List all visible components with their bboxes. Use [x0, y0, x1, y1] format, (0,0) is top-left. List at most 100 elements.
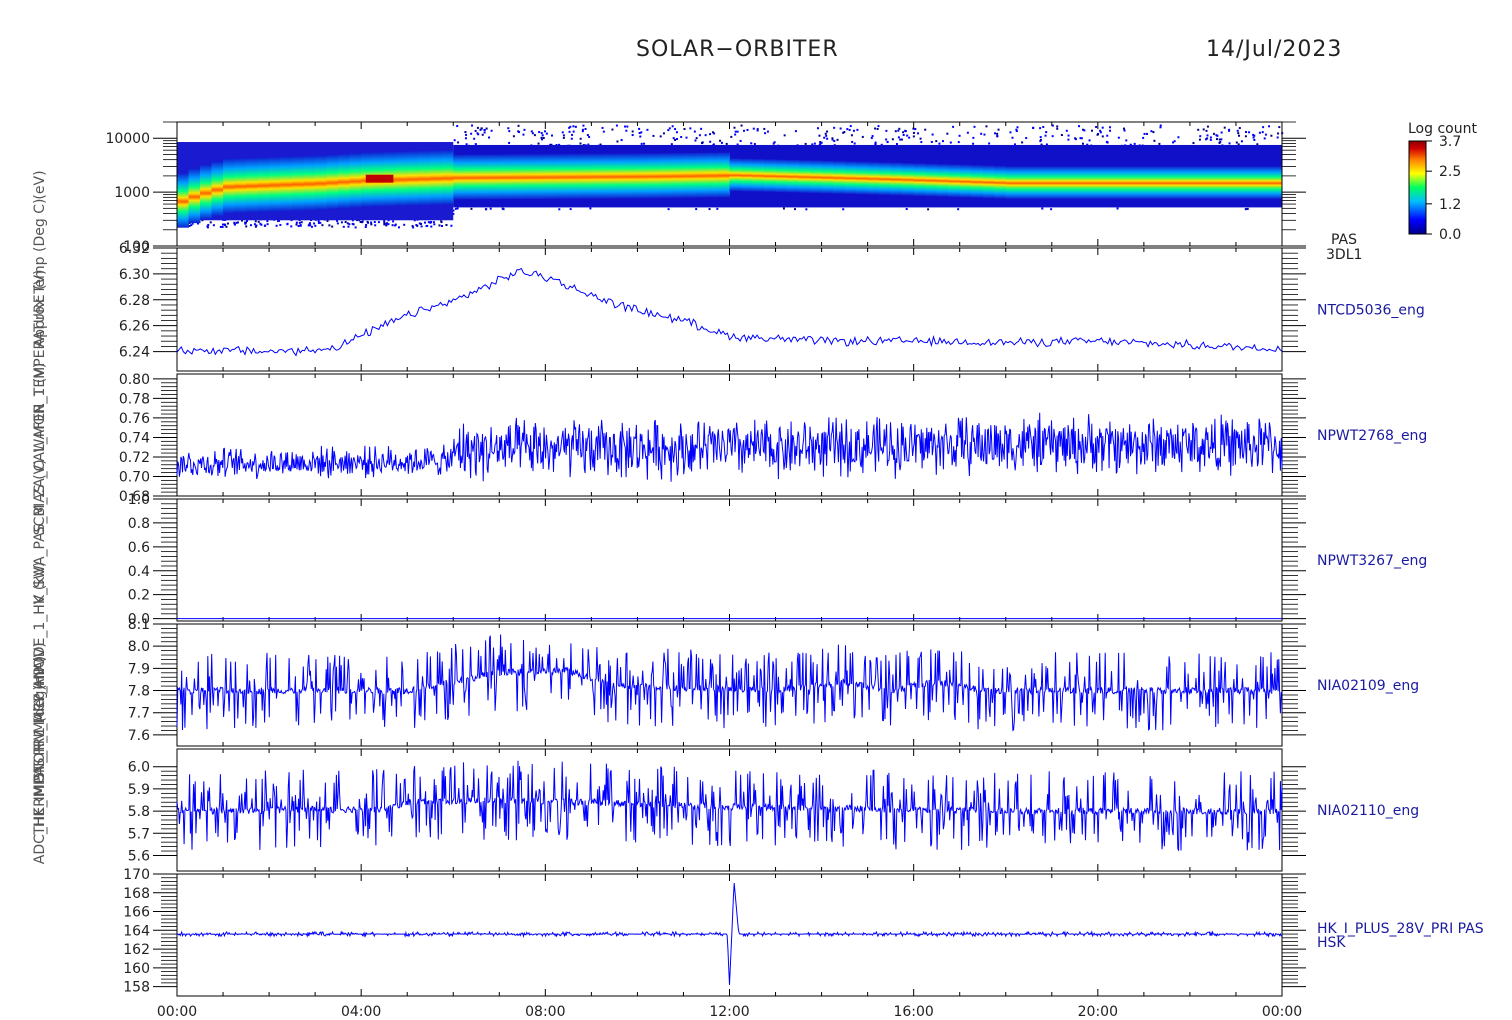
heatmap-cell: [1205, 129, 1208, 132]
y-tick-label: 0.8: [128, 516, 150, 532]
heatmap-column: [211, 161, 224, 217]
heatmap-cell: [1244, 135, 1247, 138]
heatmap-cell: [328, 224, 331, 227]
heatmap-cell: [326, 219, 329, 222]
heatmap-cell: [411, 225, 414, 228]
heatmap-cell: [245, 221, 248, 224]
heatmap-column: [1224, 166, 1237, 199]
y-tick-label: 170: [123, 867, 150, 883]
heatmap-cell: [905, 207, 908, 210]
y-tick-label: 6.0: [128, 760, 150, 776]
y-tick-label: 8.0: [128, 639, 150, 655]
heatmap-cell: [397, 226, 400, 229]
heatmap-cell: [342, 225, 345, 228]
heatmap-cell: [897, 136, 900, 139]
heatmap-cell: [309, 224, 312, 227]
heatmap-cell: [340, 221, 343, 224]
y-tick-label: 0.4: [128, 564, 150, 580]
heatmap-cell: [471, 124, 474, 127]
heatmap-cell: [387, 223, 390, 226]
heatmap-cell: [826, 137, 829, 140]
heatmap-cell: [259, 222, 262, 225]
heatmap-cell: [1206, 134, 1209, 137]
heatmap-cell: [571, 133, 574, 136]
heatmap-cell: [763, 127, 766, 130]
heatmap-cell: [300, 221, 303, 224]
heatmap-cell: [753, 142, 756, 145]
heatmap-cell: [1088, 139, 1091, 142]
heatmap-cell: [1086, 143, 1089, 146]
x-tick-label: 00:00: [1262, 1004, 1302, 1020]
heatmap-cell: [638, 127, 641, 130]
heatmap-cell: [319, 221, 322, 224]
heatmap-column: [1155, 166, 1168, 199]
heatmap-column: [1212, 166, 1225, 199]
heatmap-cell: [1252, 133, 1255, 136]
heatmap-cell: [1252, 136, 1255, 139]
heatmap-cell: [225, 225, 228, 228]
heatmap-cell: [693, 130, 696, 133]
heatmap-column: [1005, 166, 1018, 199]
x-tick-label: 12:00: [709, 1004, 749, 1020]
heatmap-cell: [1228, 129, 1231, 132]
y-tick-label: 7.8: [128, 684, 150, 700]
heatmap-cell: [1197, 128, 1200, 131]
heatmap-cell: [1050, 208, 1053, 211]
heatmap-cell: [476, 126, 479, 129]
panel-5: 7.6 7.7 7.8 7.9 8.0 8.1 NIA02109_eng: [128, 617, 1419, 747]
heatmap-cell: [361, 221, 364, 224]
heatmap-cell: [750, 142, 753, 145]
y-tick-label: 7.7: [128, 706, 150, 722]
heatmap-cell: [1039, 138, 1042, 141]
colorbar-tick-label: 2.5: [1439, 164, 1461, 180]
x-tick-label: 20:00: [1078, 1004, 1118, 1020]
heatmap-cell: [891, 138, 894, 141]
heatmap-column: [1178, 166, 1191, 199]
heatmap-cell: [297, 225, 300, 228]
heatmap-cell: [941, 140, 944, 143]
heatmap-cell: [739, 139, 742, 142]
heatmap-cell: [742, 129, 745, 132]
heatmap-cell: [851, 140, 854, 143]
y-tick-label: 5.7: [128, 826, 150, 842]
heatmap-cell: [1248, 131, 1251, 134]
heatmap-cell: [638, 132, 641, 135]
heatmap-cell: [826, 130, 829, 133]
heatmap-cell: [833, 126, 836, 129]
heatmap-cell: [221, 225, 224, 228]
heatmap-column: [994, 166, 1007, 199]
heatmap-cell: [899, 138, 902, 141]
heatmap-cell: [474, 143, 477, 146]
heatmap-column: [280, 156, 293, 212]
heatmap-cell: [233, 221, 236, 224]
heatmap-cell: [996, 134, 999, 137]
y-tick-label: 6.24: [119, 345, 150, 361]
heatmap-cell: [1206, 137, 1209, 140]
heatmap-column: [441, 150, 454, 205]
heatmap-cell: [387, 219, 390, 222]
heatmap-cell: [367, 221, 370, 224]
heatmap-column: [1109, 166, 1122, 199]
y-tick-label: 164: [123, 923, 150, 939]
heatmap-cell: [1159, 124, 1162, 127]
heatmap-cell: [675, 137, 678, 140]
heatmap-cell: [1044, 134, 1047, 137]
heatmap-cell: [804, 142, 807, 145]
heatmap-cell: [1101, 135, 1104, 138]
heatmap-cell: [831, 138, 834, 141]
heatmap-cell: [1015, 130, 1018, 133]
heatmap-cell: [314, 224, 317, 227]
heatmap-column: [223, 158, 236, 214]
heatmap-cell: [1228, 142, 1231, 145]
heatmap-cell: [733, 126, 736, 129]
heatmap-cell: [344, 220, 347, 223]
heatmap-cell: [643, 142, 646, 145]
heatmap-cell: [581, 130, 584, 133]
heatmap-cell: [538, 131, 541, 134]
heatmap-column: [188, 168, 201, 224]
heatmap-cell: [275, 224, 278, 227]
heatmap-cell: [720, 141, 723, 144]
heatmap-cell: [667, 129, 670, 132]
heatmap-cell: [1060, 134, 1063, 137]
